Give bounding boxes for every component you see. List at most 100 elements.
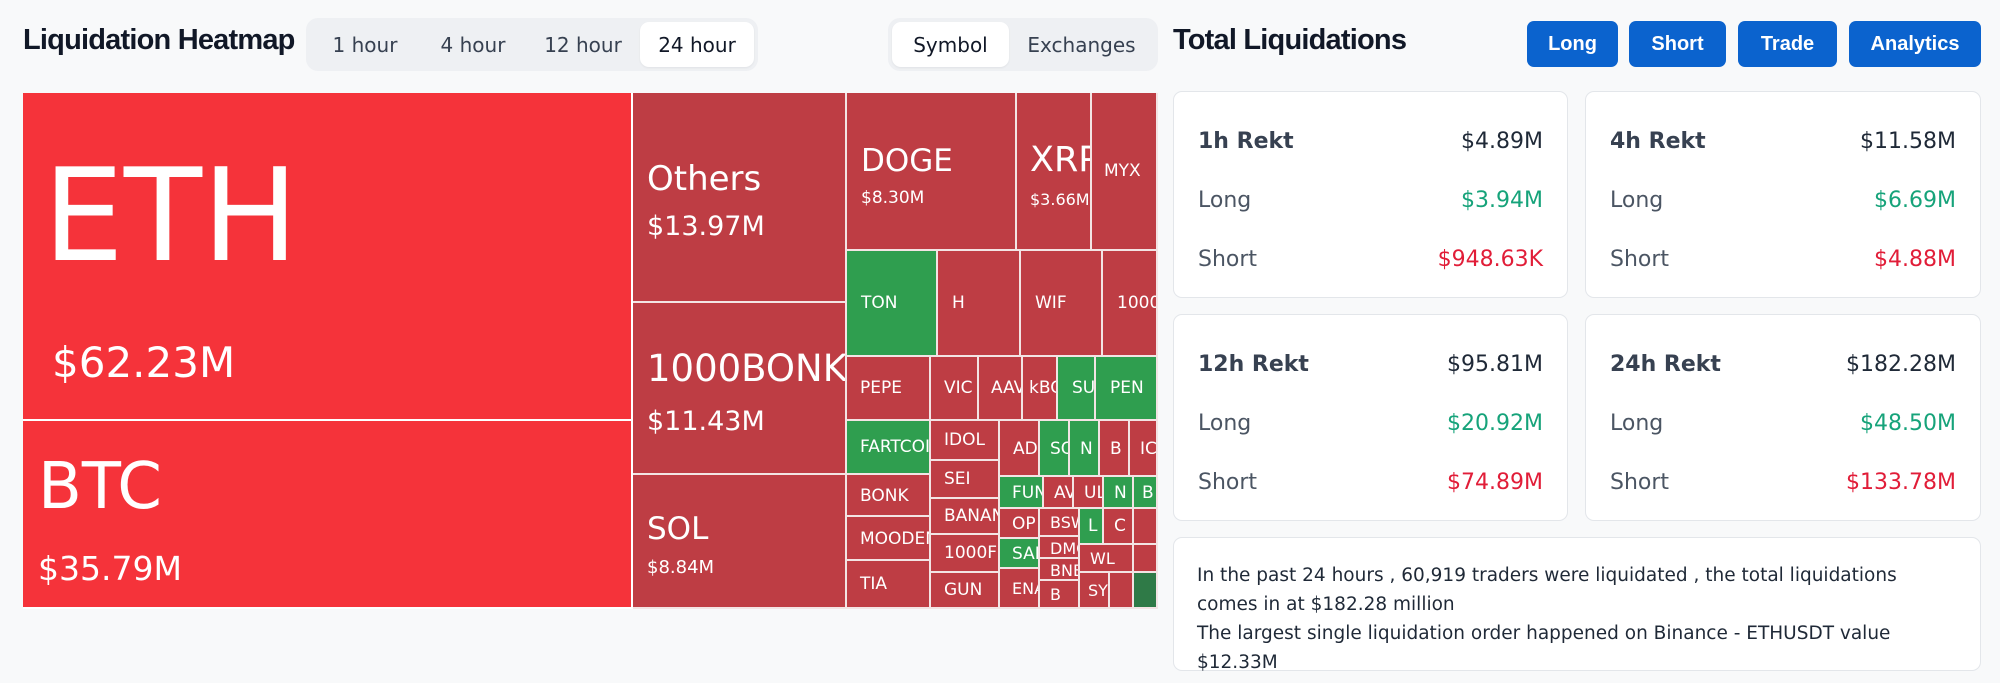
heatmap-tile-wif[interactable]: WIF: [1021, 251, 1103, 357]
heatmap-tile-b-2[interactable]: B: [1134, 477, 1158, 509]
tile-symbol: SO: [1050, 439, 1068, 459]
tab-1-hour[interactable]: 1 hour: [332, 32, 398, 57]
tile-symbol: PEN: [1110, 378, 1144, 398]
tile-symbol: MYX: [1104, 161, 1141, 181]
heatmap-tile-gun[interactable]: GUN: [931, 573, 1000, 609]
heatmap-tile-sol[interactable]: SOL $8.84M: [633, 475, 847, 609]
heatmap-tile-so[interactable]: SO: [1040, 421, 1070, 477]
tile-symbol: N: [1114, 483, 1127, 503]
heatmap-tile-av[interactable]: AV: [1044, 477, 1074, 509]
heatmap-tile-kbo[interactable]: kBO: [1023, 357, 1058, 421]
heatmap-tile-ul[interactable]: UL: [1074, 477, 1104, 509]
heatmap-tile-banana[interactable]: BANAN: [931, 499, 1000, 535]
heatmap-tile-tia[interactable]: TIA: [847, 561, 931, 609]
short-label: Short: [1198, 246, 1258, 272]
tile-value: $11.43M: [647, 406, 765, 437]
tile-symbol: H: [952, 293, 965, 313]
heatmap-tile-h[interactable]: H: [938, 251, 1021, 357]
tile-value: $8.30M: [861, 188, 925, 208]
heatmap-tile-1000bonk[interactable]: 1000BONK $11.43M: [633, 303, 847, 475]
heatmap-tile-mooden[interactable]: MOODEN: [847, 517, 931, 561]
long-label: Long: [1198, 187, 1252, 213]
tile-symbol: FARTCOI: [860, 437, 931, 457]
tab-4-hour[interactable]: 4 hour: [440, 32, 506, 57]
card-long-row: Long $48.50M: [1610, 408, 1956, 438]
heatmap-tile-op[interactable]: OP: [1000, 509, 1040, 539]
heatmap-tile-vic[interactable]: VIC: [931, 357, 979, 421]
card-total: $4.89M: [1461, 128, 1543, 154]
heatmap-tile-dmc[interactable]: DMC: [1040, 537, 1080, 559]
tile-value: $8.84M: [647, 557, 715, 578]
trade-button[interactable]: Trade: [1738, 21, 1837, 67]
timeframe-tabs: 1 hour 4 hour 12 hour 24 hour: [306, 18, 758, 71]
heatmap-tile-ic[interactable]: IC: [1130, 421, 1158, 477]
heatmap-tile-idol[interactable]: IDOL: [931, 421, 1000, 461]
short-value: $133.78M: [1846, 469, 1956, 495]
heatmap-tile-bnb[interactable]: BNB: [1040, 559, 1080, 581]
heatmap-tile-c[interactable]: C: [1104, 509, 1134, 545]
heatmap-tile-bonk[interactable]: BONK: [847, 475, 931, 517]
heatmap-tile-blank-4[interactable]: [1134, 573, 1158, 609]
heatmap-tile-others[interactable]: Others $13.97M: [633, 93, 847, 303]
heatmap-tile-1000floki[interactable]: 1000FL: [931, 535, 1000, 573]
card-short-row: Short $74.89M: [1198, 467, 1543, 497]
heatmap-tile-b[interactable]: B: [1100, 421, 1130, 477]
long-value: $20.92M: [1447, 410, 1543, 436]
heatmap-tile-l[interactable]: L: [1080, 509, 1104, 545]
heatmap-tile-ton[interactable]: TON: [847, 251, 938, 357]
heatmap-tile-wl[interactable]: WL: [1080, 545, 1134, 573]
heatmap-tile-blank-2[interactable]: [1134, 545, 1158, 573]
heatmap-tile-blank-1[interactable]: [1134, 509, 1158, 545]
heatmap-tile-bsw[interactable]: BSW: [1040, 509, 1080, 537]
heatmap-tile-pen[interactable]: PEN: [1096, 357, 1158, 421]
heatmap-title: Liquidation Heatmap: [23, 24, 295, 56]
heatmap-tile-fartcoin[interactable]: FARTCOI: [847, 421, 931, 475]
tile-symbol: ETH: [43, 142, 299, 291]
heatmap-tile-blank-3[interactable]: [1110, 573, 1134, 609]
tile-symbol: N: [1080, 439, 1093, 459]
heatmap-tile-aav[interactable]: AAV: [979, 357, 1023, 421]
tile-symbol: WIF: [1035, 293, 1067, 313]
tile-symbol: BSW: [1050, 513, 1078, 532]
heatmap-tile-sei[interactable]: SEI: [931, 461, 1000, 499]
tab-exchanges[interactable]: Exchanges: [1027, 32, 1136, 57]
tile-symbol: IC: [1140, 439, 1157, 459]
heatmap-tile-xrp[interactable]: XRP $3.66M: [1017, 93, 1092, 251]
tile-symbol: DOGE: [861, 143, 953, 179]
heatmap-tile-ad[interactable]: AD: [1000, 421, 1040, 477]
long-button[interactable]: Long: [1527, 21, 1618, 67]
liquidation-heatmap: ETH $62.23M BTC $35.79M Others $13.97M 1…: [23, 93, 1158, 609]
heatmap-tile-sy[interactable]: SY: [1080, 573, 1110, 609]
short-button[interactable]: Short: [1629, 21, 1726, 67]
tile-symbol: ENA: [1012, 579, 1038, 598]
heatmap-tile-pepe[interactable]: PEPE: [847, 357, 931, 421]
heatmap-tile-sah[interactable]: SAH: [1000, 539, 1040, 569]
heatmap-tile-b-3[interactable]: B: [1040, 581, 1080, 609]
heatmap-tile-n-2[interactable]: N: [1104, 477, 1134, 509]
heatmap-tile-1000[interactable]: 1000: [1103, 251, 1158, 357]
tab-symbol[interactable]: Symbol: [892, 22, 1009, 67]
tab-12-hour[interactable]: 12 hour: [544, 32, 622, 57]
heatmap-tile-myx[interactable]: MYX: [1092, 93, 1158, 251]
tile-symbol: PEPE: [860, 378, 902, 398]
summary-line-2: The largest single liquidation order hap…: [1197, 623, 1891, 673]
heatmap-tile-btc[interactable]: BTC $35.79M: [23, 421, 633, 609]
tile-symbol: L: [1088, 516, 1098, 536]
analytics-button[interactable]: Analytics: [1849, 21, 1981, 67]
tab-24-hour[interactable]: 24 hour: [640, 22, 754, 67]
tile-symbol: AD: [1013, 439, 1038, 459]
heatmap-tile-eth[interactable]: ETH $62.23M: [23, 93, 633, 421]
long-label: Long: [1610, 410, 1664, 436]
rekt-card-4h: 4h Rekt $11.58M Long $6.69M Short $4.88M: [1585, 91, 1981, 298]
tile-symbol: 1000: [1117, 293, 1158, 313]
heatmap-tile-doge[interactable]: DOGE $8.30M: [847, 93, 1017, 251]
total-liquidations-title: Total Liquidations: [1173, 24, 1407, 56]
heatmap-tile-n[interactable]: N: [1070, 421, 1100, 477]
card-header-row: 1h Rekt $4.89M: [1198, 126, 1543, 156]
heatmap-tile-fun[interactable]: FUN: [1000, 477, 1044, 509]
heatmap-tile-ena[interactable]: ENA: [1000, 569, 1040, 609]
long-value: $3.94M: [1461, 187, 1543, 213]
rekt-card-24h: 24h Rekt $182.28M Long $48.50M Short $13…: [1585, 314, 1981, 521]
heatmap-tile-sui[interactable]: SUI: [1058, 357, 1096, 421]
long-label: Long: [1198, 410, 1252, 436]
